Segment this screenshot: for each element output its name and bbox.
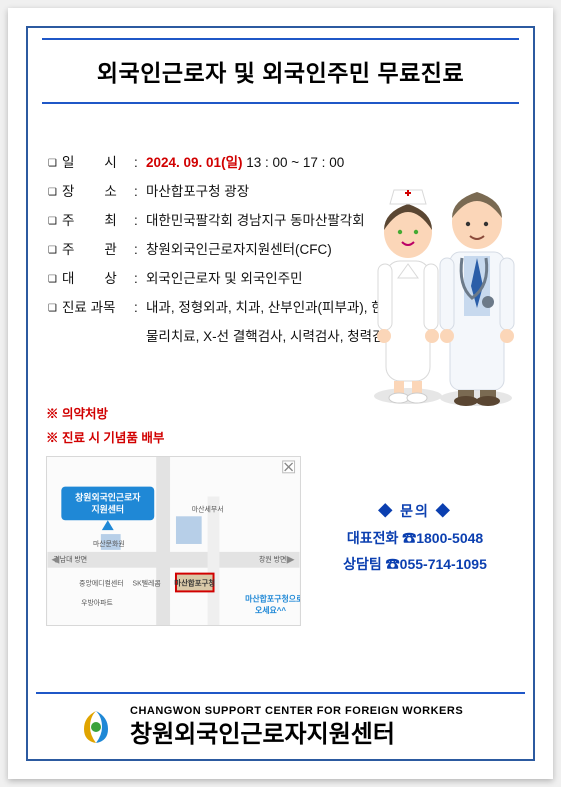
detail-colon: : [134, 264, 146, 293]
bullet-icon: ❑ [48, 206, 62, 233]
map-label: SK텔레콤 [132, 578, 160, 587]
map-label: 마산문화원 [93, 539, 125, 548]
detail-label: 일 시 [62, 148, 134, 177]
contact-heading: ◆ 문의 ◆ [315, 498, 515, 525]
nurse-figure [374, 190, 442, 404]
detail-label: 대 상 [62, 264, 134, 293]
contact-line: 상담팀 ☎055-714-1095 [315, 551, 515, 578]
medical-staff-illustration [356, 146, 521, 406]
location-map: 창원외국인근로자 지원센터 마산문화원 마산세무서 경남대 방면 창원 방면 중… [46, 456, 301, 626]
map-hint: 마산합포구청으로 [245, 593, 300, 603]
map-label: 중앙메디컬센터 [79, 578, 123, 587]
detail-label: 주 최 [62, 206, 134, 235]
detail-colon: : [134, 206, 146, 235]
detail-colon: : [134, 177, 146, 206]
footer-ko: 창원외국인근로자지원센터 [130, 719, 463, 751]
detail-colon: : [134, 235, 146, 264]
notes-block: ※ 의약처방 ※ 진료 시 기념품 배부 [46, 403, 164, 451]
page: 외국인근로자 및 외국인주민 무료진료 ❑일 시:2024. 09. 01(일)… [8, 8, 553, 779]
note-line: ※ 진료 시 기념품 배부 [46, 427, 164, 451]
logo-icon [76, 707, 116, 747]
detail-label: 장 소 [62, 177, 134, 206]
map-label: 우방아파트 [81, 598, 113, 607]
svg-text:오세요^^: 오세요^^ [255, 605, 286, 615]
contact-line: 대표전화 ☎1800-5048 [315, 525, 515, 552]
svg-text:지원센터: 지원센터 [91, 503, 124, 514]
bullet-icon: ❑ [48, 293, 62, 320]
footer: CHANGWON SUPPORT CENTER FOR FOREIGN WORK… [36, 692, 525, 751]
bullet-icon: ❑ [48, 177, 62, 204]
map-center-label: 창원외국인근로자 [75, 491, 141, 502]
title-rule-bottom [42, 102, 519, 104]
detail-colon: : [134, 148, 146, 177]
map-label: 마산세무서 [192, 504, 224, 513]
bullet-icon: ❑ [48, 148, 62, 175]
doctor-figure [440, 192, 514, 406]
map-label: 창원 방면 [259, 555, 286, 564]
detail-colon: : [134, 293, 146, 322]
footer-text: CHANGWON SUPPORT CENTER FOR FOREIGN WORK… [130, 704, 463, 751]
footer-en: CHANGWON SUPPORT CENTER FOR FOREIGN WORK… [130, 704, 463, 719]
map-target-label: 마산합포구청 [174, 577, 215, 587]
doctor-nurse-icon [356, 146, 521, 406]
bullet-icon: ❑ [48, 235, 62, 262]
map-icon: 창원외국인근로자 지원센터 마산문화원 마산세무서 경남대 방면 창원 방면 중… [47, 457, 300, 625]
bullet-icon: ❑ [48, 264, 62, 291]
map-close-icon [283, 461, 295, 473]
note-line: ※ 의약처방 [46, 403, 164, 427]
contact-block: ◆ 문의 ◆ 대표전화 ☎1800-5048 상담팀 ☎055-714-1095 [315, 498, 515, 578]
detail-label: 진료 과목 [62, 293, 134, 322]
page-title: 외국인근로자 및 외국인주민 무료진료 [36, 40, 525, 102]
detail-label: 주 관 [62, 235, 134, 264]
title-block: 외국인근로자 및 외국인주민 무료진료 [36, 38, 525, 104]
